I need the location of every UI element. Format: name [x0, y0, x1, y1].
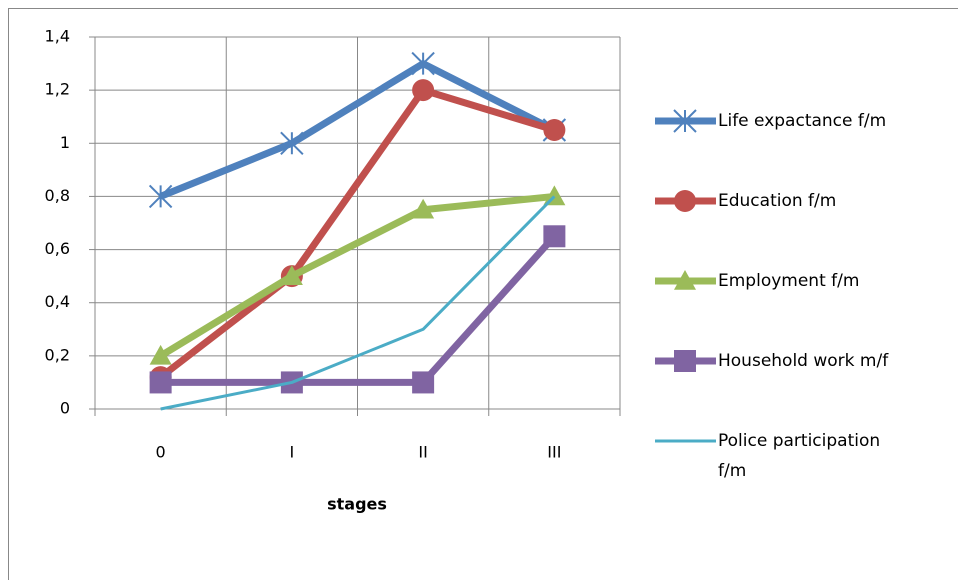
y-tick-label: 0,8 — [45, 186, 70, 205]
legend-label: Employment f/m — [718, 271, 860, 291]
x-tick-label: I — [290, 443, 295, 462]
x-tick-label: 0 — [156, 443, 166, 462]
y-tick-label: 0 — [60, 399, 70, 418]
marker — [280, 265, 303, 285]
marker — [411, 51, 435, 76]
marker — [149, 371, 172, 394]
marker — [543, 225, 566, 248]
marker — [412, 371, 435, 394]
y-tick-label: 1,2 — [45, 80, 70, 99]
series-line — [159, 60, 556, 200]
legend-label: Education f/m — [718, 191, 837, 211]
x-tick-label: II — [418, 443, 427, 462]
legend-marker — [674, 190, 696, 212]
marker — [543, 119, 566, 141]
y-tick-label: 0,6 — [45, 239, 70, 258]
marker — [148, 184, 173, 209]
y-tick-label: 0,4 — [45, 292, 70, 311]
legend-marker — [674, 270, 696, 290]
x-axis-label: stages — [327, 495, 387, 514]
series-line — [158, 86, 556, 380]
chart-border — [8, 8, 958, 580]
marker — [280, 131, 304, 155]
legend-label: Police participation f/m — [718, 431, 881, 481]
y-tick-label: 0,2 — [45, 345, 70, 364]
legend-marker — [674, 350, 696, 372]
legend-label: Life expactance f/m — [718, 111, 887, 131]
marker — [412, 79, 435, 102]
series-line — [160, 195, 556, 411]
legend-label: Household work m/f — [718, 351, 889, 371]
y-tick-label: 1 — [60, 133, 70, 152]
marker — [412, 198, 435, 219]
series-line — [160, 233, 557, 386]
series-line — [158, 192, 555, 359]
marker — [149, 344, 172, 365]
legend-marker — [673, 109, 697, 133]
y-tick-label: 1,4 — [45, 27, 70, 46]
x-tick-label: III — [547, 443, 561, 462]
